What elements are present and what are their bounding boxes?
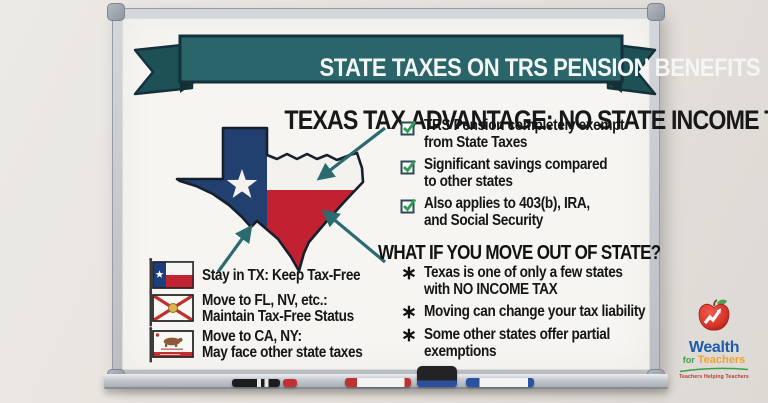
texas-map [175, 126, 387, 273]
benefit-item: Also applies to 403(b), IRA, and Social … [400, 195, 619, 229]
logo-word-teachers: Teachers [697, 354, 746, 366]
texas-flag-icon [149, 258, 194, 294]
apple-arrow-icon [698, 299, 730, 331]
map-arrow-icon [316, 126, 386, 181]
flag-row: Move to FL, NV, etc.: Maintain Tax-Free … [148, 291, 381, 327]
flag-row: Move to CA, NY: May face other state tax… [148, 327, 391, 363]
asterisk-bullet-icon: ∗ [401, 325, 417, 346]
benefit-item: TRS Pension completely exempt from State… [400, 117, 660, 151]
bullet-item: ∗ Some other states offer partial exempt… [401, 325, 610, 360]
logo-tagline: Teachers Helping Teachers [679, 374, 749, 380]
california-flag-icon [149, 327, 194, 363]
whiteboard: STATE TAXES ON TRS PENSION BENEFITS TEXA… [107, 3, 768, 387]
section-title: WHAT IF YOU MOVE OUT OF STATE? [378, 242, 661, 264]
bullet-item: ∗ Texas is one of only a few states with… [401, 263, 623, 298]
blue-marker [466, 378, 534, 387]
frame-corner [647, 3, 665, 21]
asterisk-bullet-icon: ∗ [401, 263, 417, 284]
board-eraser [417, 366, 457, 387]
page-title: TEXAS TAX ADVANTAGE: NO STATE INCOME TAX [284, 105, 768, 135]
check-icon [400, 120, 417, 136]
benefit-text: Significant savings compared [424, 156, 608, 173]
map-arrow-icon [321, 209, 387, 264]
bullet-item: ∗ Moving can change your tax liability [401, 302, 646, 323]
benefit-text: TRS Pension completely exempt [424, 117, 625, 134]
logo-word-for: for [682, 355, 695, 365]
check-icon [400, 198, 417, 214]
black-marker [232, 379, 280, 387]
logo-word-wealth: Wealth [688, 339, 740, 356]
wealth-for-teachers-logo: Wealth for Teachers Teachers Helping Tea… [666, 297, 762, 380]
logo-swoosh [679, 367, 749, 373]
florida-flag-icon [149, 291, 194, 327]
benefit-item: Significant savings compared to other st… [400, 156, 640, 190]
red-marker [345, 378, 411, 387]
flag-row: Stay in TX: Keep Tax-Free [148, 258, 388, 294]
benefit-text: Also applies to 403(b), IRA, [424, 195, 590, 212]
texas-outline [175, 126, 365, 273]
ribbon-banner [133, 34, 657, 96]
red-marker-cap [283, 379, 297, 387]
asterisk-bullet-icon: ∗ [401, 302, 417, 323]
banner-title: STATE TAXES ON TRS PENSION BENEFITS [319, 54, 761, 82]
check-icon [400, 159, 417, 175]
whiteboard-surface: STATE TAXES ON TRS PENSION BENEFITS TEXA… [122, 18, 768, 370]
map-arrow-icon [216, 224, 253, 273]
frame-corner [107, 3, 125, 21]
